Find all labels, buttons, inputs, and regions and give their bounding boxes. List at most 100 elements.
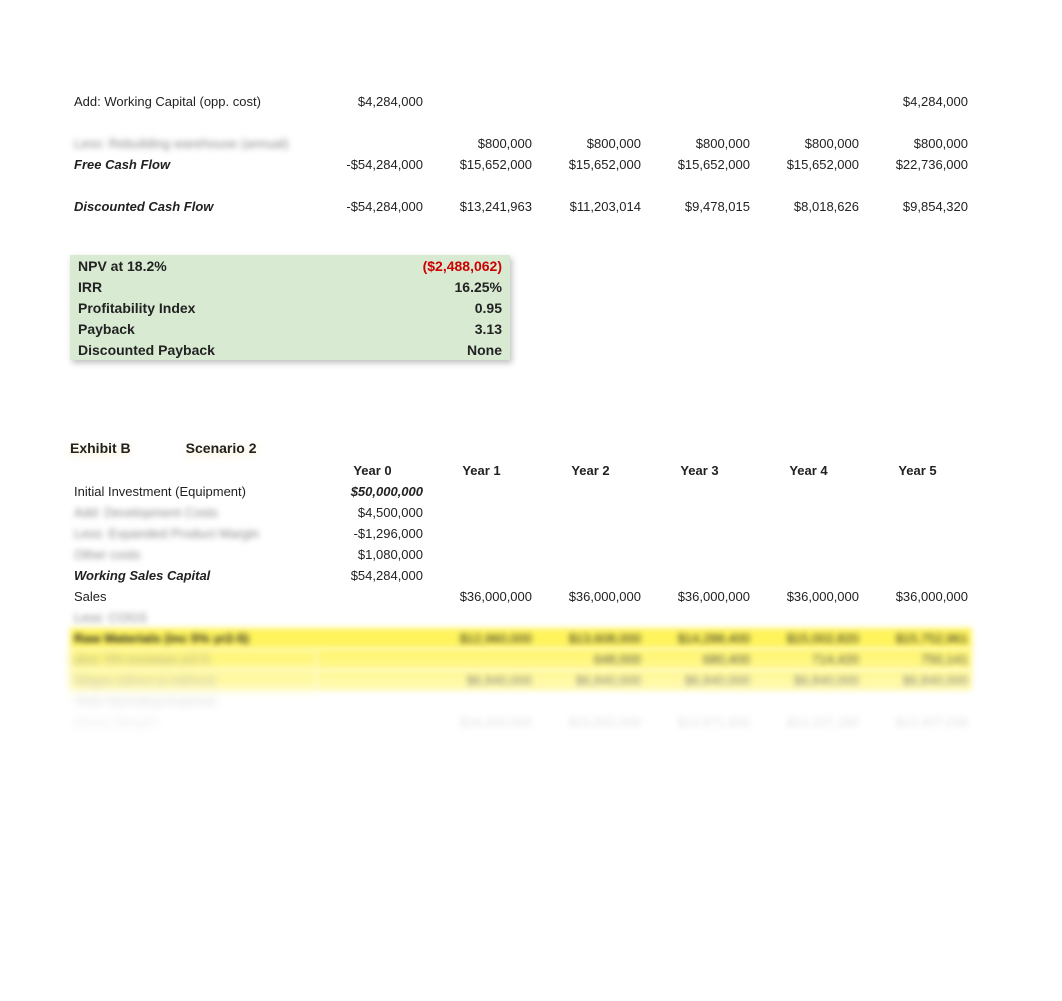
row-value (645, 502, 754, 523)
row-value (863, 481, 972, 502)
row-value: $36,000,000 (754, 586, 863, 607)
row-value (754, 175, 863, 196)
row-value (427, 523, 536, 544)
row-label: Wages (direct & indirect) (70, 670, 318, 691)
row-label: Add: Working Capital (opp. cost) (70, 91, 318, 112)
row-value (754, 481, 863, 502)
row-value (318, 586, 427, 607)
row-value: $15,652,000 (645, 154, 754, 175)
row-value (645, 544, 754, 565)
year-header: Year 5 (863, 460, 972, 481)
row-value (863, 112, 972, 133)
row-value (863, 565, 972, 586)
row-value: $36,000,000 (863, 586, 972, 607)
row-value (863, 175, 972, 196)
row-value: $14,157,180 (754, 712, 863, 733)
row-value (318, 70, 427, 91)
row-value: $54,284,000 (318, 565, 427, 586)
metric-label: IRR (70, 276, 370, 297)
row-value: $4,284,000 (863, 91, 972, 112)
row-value (536, 544, 645, 565)
row-value (863, 544, 972, 565)
row-label: Other costs (70, 544, 318, 565)
scenario-label: Scenario 2 (186, 440, 257, 456)
row-label: Less: Rebuilding warehouse (annual) (70, 133, 318, 154)
row-value (318, 607, 427, 628)
row-label: Gross Margin (70, 712, 318, 733)
row-value: 750,141 (863, 649, 972, 670)
row-value (318, 133, 427, 154)
row-value: $36,000,000 (536, 586, 645, 607)
row-value (754, 544, 863, 565)
row-value (645, 481, 754, 502)
metric-label: NPV at 18.2% (70, 255, 370, 276)
row-value (645, 70, 754, 91)
row-value: -$1,296,000 (318, 523, 427, 544)
row-value (536, 691, 645, 712)
row-value (427, 607, 536, 628)
row-value: 714,420 (754, 649, 863, 670)
row-value (427, 175, 536, 196)
exhibit-heading: Exhibit B Scenario 2 (70, 440, 1022, 456)
row-label: Initial Investment (Equipment) (70, 481, 318, 502)
row-label: Free Cash Flow (70, 154, 318, 175)
row-value (318, 628, 427, 649)
row-value: $6,840,000 (427, 670, 536, 691)
row-label: Raw Materials (inc 5% yr2-5) (70, 628, 318, 649)
metric-label: Payback (70, 318, 370, 339)
row-value: $4,500,000 (318, 502, 427, 523)
metric-label: Discounted Payback (70, 339, 370, 360)
row-value: 648,000 (536, 649, 645, 670)
metric-value: ($2,488,062) (370, 255, 510, 276)
row-value: $9,478,015 (645, 196, 754, 217)
row-value: $800,000 (754, 133, 863, 154)
metrics-summary: NPV at 18.2%($2,488,062)IRR16.25%Profita… (70, 255, 510, 360)
row-value (536, 523, 645, 544)
row-value (318, 175, 427, 196)
row-value: $22,736,000 (863, 154, 972, 175)
row-value: $12,960,000 (427, 628, 536, 649)
row-value: $13,608,000 (536, 628, 645, 649)
row-label: Total Operating Expense (70, 691, 318, 712)
metric-value: None (370, 339, 510, 360)
row-value: $50,000,000 (318, 481, 427, 502)
row-value: $15,752,961 (863, 628, 972, 649)
row-value (645, 523, 754, 544)
row-value: $11,203,014 (536, 196, 645, 217)
row-value: $15,652,000 (536, 154, 645, 175)
row-value (536, 607, 645, 628)
row-value (536, 502, 645, 523)
row-value: $6,840,000 (645, 670, 754, 691)
metric-label: Profitability Index (70, 297, 370, 318)
row-label: Working Sales Capital (70, 565, 318, 586)
row-value: $16,200,000 (427, 712, 536, 733)
row-value (645, 607, 754, 628)
row-value (427, 691, 536, 712)
row-value (645, 112, 754, 133)
year-header: Year 0 (318, 460, 427, 481)
row-value (427, 502, 536, 523)
row-value (645, 175, 754, 196)
row-value (863, 523, 972, 544)
row-label: Less: Expanded Product Margin (70, 523, 318, 544)
row-value (645, 691, 754, 712)
row-value (863, 691, 972, 712)
row-value: -$54,284,000 (318, 154, 427, 175)
row-value: $13,241,963 (427, 196, 536, 217)
row-value (427, 112, 536, 133)
row-value: $15,552,000 (536, 712, 645, 733)
row-value (536, 481, 645, 502)
year-header: Year 4 (754, 460, 863, 481)
row-value: $9,854,320 (863, 196, 972, 217)
row-value: $36,000,000 (427, 586, 536, 607)
row-value (427, 565, 536, 586)
row-value: $13,407,039 (863, 712, 972, 733)
year-header: Year 2 (536, 460, 645, 481)
metric-value: 0.95 (370, 297, 510, 318)
row-value (754, 691, 863, 712)
row-value (536, 565, 645, 586)
row-value (863, 70, 972, 91)
row-value (645, 91, 754, 112)
row-value: $15,652,000 (427, 154, 536, 175)
year-header: Year 3 (645, 460, 754, 481)
